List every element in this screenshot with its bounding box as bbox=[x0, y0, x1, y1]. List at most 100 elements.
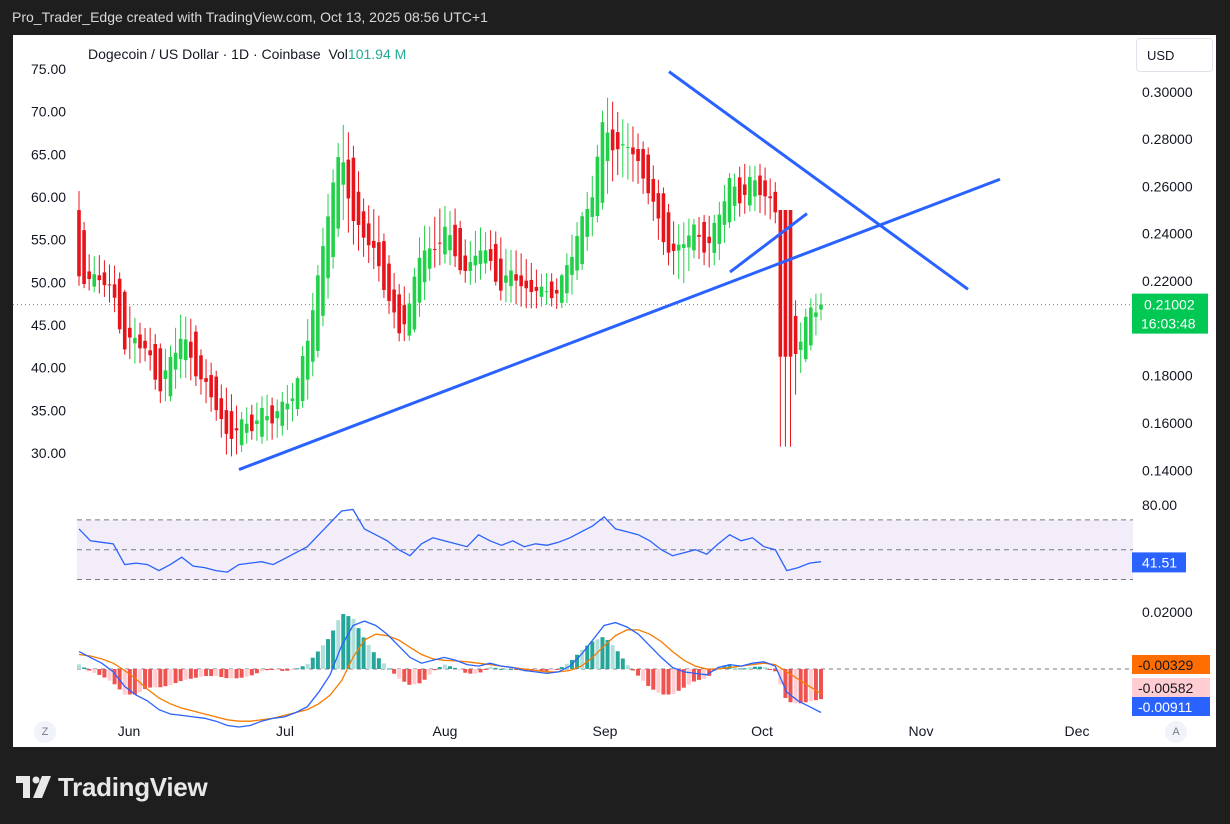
macd-histogram-bar bbox=[620, 658, 625, 669]
candle-body bbox=[570, 256, 574, 275]
macd-histogram-bar bbox=[417, 669, 422, 684]
macd-histogram-bar bbox=[346, 616, 351, 669]
candle-body bbox=[107, 284, 112, 286]
candle-body bbox=[646, 154, 651, 194]
candle-body bbox=[524, 280, 529, 289]
candle-body bbox=[758, 175, 762, 196]
price-tick-label: 0.26000 bbox=[1142, 178, 1193, 194]
candle-body bbox=[331, 182, 335, 258]
candle-body bbox=[504, 275, 508, 283]
macd-histogram-bar bbox=[376, 658, 381, 669]
left-price-tick-label: 35.00 bbox=[31, 402, 66, 418]
candle-body bbox=[183, 339, 188, 361]
macd-histogram-bar bbox=[366, 644, 371, 669]
macd-histogram-bar bbox=[605, 640, 610, 669]
candle-body bbox=[219, 398, 224, 420]
macd-histogram-bar bbox=[219, 669, 224, 678]
candle-body bbox=[707, 236, 711, 244]
candle-body bbox=[600, 122, 605, 203]
macd-histogram-bar bbox=[549, 669, 554, 671]
candle-body bbox=[565, 265, 569, 294]
candle-body bbox=[387, 263, 391, 302]
left-price-tick-label: 65.00 bbox=[31, 146, 66, 162]
candle-body bbox=[305, 340, 310, 380]
macd-histogram-bar bbox=[671, 669, 676, 694]
macd-histogram-bar bbox=[336, 620, 341, 669]
macd-histogram-bar bbox=[768, 669, 773, 670]
candle-body bbox=[448, 235, 452, 251]
auto-scale-right-button[interactable]: A bbox=[1165, 721, 1187, 743]
rsi-layer bbox=[77, 508, 1133, 581]
candle-body bbox=[671, 243, 676, 251]
candle-body bbox=[788, 210, 793, 357]
candle-body bbox=[641, 149, 645, 179]
macd-histogram-bar bbox=[453, 667, 458, 669]
macd-histogram-bar bbox=[198, 669, 203, 677]
candle-body bbox=[676, 244, 681, 251]
candle-body bbox=[509, 270, 513, 287]
price-tick-label: 0.28000 bbox=[1142, 131, 1193, 147]
rsi-value: 41.51 bbox=[1142, 554, 1177, 570]
candle-body bbox=[737, 177, 742, 204]
candle-body bbox=[209, 375, 213, 398]
macd-histogram-bar bbox=[676, 669, 681, 691]
candle-body bbox=[280, 401, 285, 426]
macd-histogram-bar bbox=[290, 669, 295, 670]
macd-histogram-bar bbox=[280, 669, 285, 671]
macd-signal-value-tag bbox=[1132, 697, 1210, 716]
macd-histogram-bar bbox=[361, 637, 366, 669]
auto-scale-left-button[interactable]: Z bbox=[34, 721, 56, 743]
macd-histogram-bar bbox=[819, 669, 823, 700]
symbol-label[interactable]: Dogecoin / US Dollar · 1D · Coinbase bbox=[88, 46, 321, 62]
macd-histogram-bar bbox=[249, 669, 254, 676]
macd-histogram-bar bbox=[229, 669, 234, 679]
candle-body bbox=[138, 334, 142, 349]
axes-layer: 0.30000 0.28000 0.26000 0.24000 0.22000 0.180… bbox=[31, 61, 1193, 739]
trendline bbox=[238, 177, 1001, 471]
candle-body bbox=[605, 132, 610, 162]
candle-body bbox=[168, 356, 173, 397]
candle-body bbox=[397, 294, 401, 334]
candle-body bbox=[402, 305, 407, 325]
macd-histogram-bar bbox=[158, 669, 163, 688]
candle-body bbox=[453, 224, 457, 257]
macd-histogram-bar bbox=[498, 668, 503, 670]
candle-body bbox=[371, 240, 376, 248]
candle-body bbox=[803, 316, 808, 360]
macd-layer bbox=[77, 614, 1133, 728]
currency-button[interactable]: USD bbox=[1136, 38, 1213, 72]
tradingview-wordmark: TradingView bbox=[58, 771, 208, 802]
macd-histogram-bar bbox=[427, 669, 432, 675]
macd-histogram-bar bbox=[508, 669, 513, 670]
macd-histogram-bar bbox=[112, 669, 117, 685]
macd-histogram-bar bbox=[732, 666, 737, 669]
macd-histogram-bar bbox=[275, 669, 280, 670]
candle-body bbox=[468, 262, 473, 271]
bar-countdown: 16:03:48 bbox=[1141, 316, 1196, 332]
candle-body bbox=[610, 129, 615, 151]
volume-label: Vol bbox=[328, 46, 348, 62]
candle-body bbox=[178, 338, 183, 360]
macd-histogram-bar bbox=[600, 637, 605, 669]
candle-body bbox=[717, 214, 722, 244]
candle-body bbox=[615, 132, 620, 150]
macd-histogram-value-tag bbox=[1132, 678, 1210, 697]
macd-histogram-bar bbox=[458, 669, 463, 671]
candle-body bbox=[285, 403, 290, 410]
candle-body bbox=[199, 355, 203, 380]
candle-body bbox=[189, 341, 193, 358]
candle-body bbox=[651, 178, 656, 202]
macd-histogram-bar bbox=[204, 669, 209, 676]
candle-body bbox=[534, 286, 539, 291]
candle-body bbox=[554, 289, 559, 294]
macd-histogram-bar bbox=[77, 664, 81, 669]
candle-body bbox=[77, 210, 81, 277]
chart-attribution: Pro_Trader_Edge created with TradingView… bbox=[12, 9, 488, 25]
chart-panel[interactable]: 0.30000 0.28000 0.26000 0.24000 0.22000 0.180… bbox=[13, 35, 1216, 747]
rsi-value-tag bbox=[1132, 552, 1186, 573]
chart-canvas[interactable]: 0.30000 0.28000 0.26000 0.24000 0.22000 0.180… bbox=[13, 35, 1216, 747]
macd-histogram-bar bbox=[681, 669, 686, 688]
trendline bbox=[668, 70, 969, 291]
macd-histogram-bar bbox=[137, 669, 142, 693]
volume-value: 101.94 M bbox=[347, 46, 407, 62]
